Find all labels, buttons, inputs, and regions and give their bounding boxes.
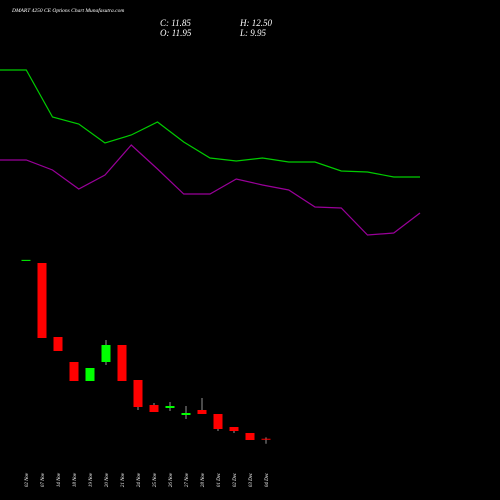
candle-body: [165, 406, 175, 408]
x-tick-label: 02 Nov: [25, 472, 30, 487]
candle-body: [181, 413, 191, 415]
candle-body: [21, 259, 31, 261]
x-tick-label: 19 Nov: [89, 472, 94, 487]
x-tick-label: 24 Nov: [137, 472, 142, 487]
x-tick-label: 03 Dec: [249, 472, 254, 487]
chart-title: DMART 4250 CE Options Chart Munafasutra.…: [11, 7, 124, 14]
candle-body: [149, 405, 159, 412]
indicator-line: [0, 69, 420, 178]
low-label: L: 9.95: [239, 28, 267, 38]
x-tick-label: 20 Nov: [105, 472, 110, 487]
x-tick-label: 21 Nov: [121, 472, 126, 487]
candle-body: [69, 362, 79, 381]
x-tick-label: 14 Nov: [57, 472, 62, 487]
x-tick-label: 27 Nov: [185, 472, 190, 487]
x-tick-label: 26 Nov: [169, 472, 174, 487]
open-label: O: 11.95: [160, 28, 192, 38]
indicator-line: [0, 144, 421, 236]
candle-body: [37, 263, 47, 338]
candle-body: [245, 433, 255, 440]
candle-body: [213, 414, 223, 429]
candle-body: [101, 345, 111, 362]
candle-body: [53, 337, 63, 351]
close-label: C: 11.85: [160, 18, 191, 28]
candle-body: [117, 345, 127, 381]
x-tick-label: 07 Nov: [41, 472, 46, 487]
candle-body: [197, 410, 207, 414]
x-tick-label: 18 Nov: [73, 472, 78, 487]
candle-body: [229, 427, 239, 431]
x-tick-label: 04 Dec: [265, 472, 270, 487]
x-tick-label: 28 Nov: [201, 472, 206, 487]
candle-body: [261, 438, 271, 440]
x-tick-label: 25 Nov: [153, 472, 158, 487]
candle-body: [85, 368, 95, 381]
x-tick-label: 01 Dec: [217, 472, 222, 487]
candle-body: [133, 380, 143, 407]
high-label: H: 12.50: [239, 18, 272, 28]
x-tick-label: 02 Dec: [233, 472, 238, 487]
